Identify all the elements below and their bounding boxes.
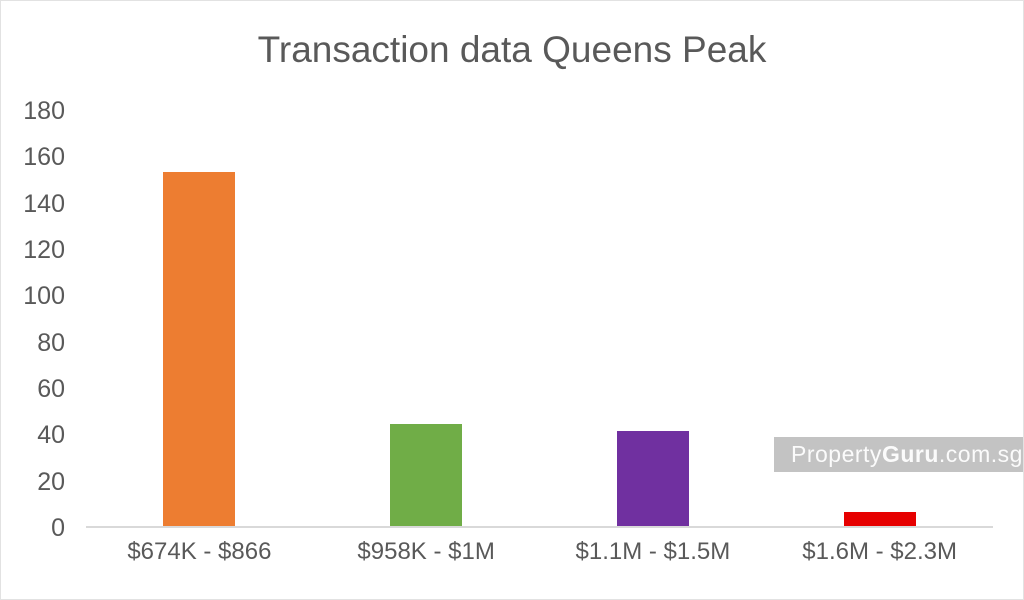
bar-4	[843, 512, 916, 526]
bar-2	[390, 424, 463, 526]
watermark: Property Guru .com.sg	[774, 437, 1023, 472]
bar-3	[616, 431, 689, 526]
watermark-text-guru: Guru	[881, 441, 939, 467]
y-tick-label-140: 140	[23, 189, 65, 218]
y-axis: 0 20 40 60 80 100 120 140 160 180	[1, 99, 65, 541]
x-axis: $674K - $866 $958K - $1M $1.1M - $1.5M $1.6…	[86, 537, 993, 567]
watermark-text-domain: .com.sg	[938, 441, 1023, 467]
x-category-label-1: $674K - $866	[127, 538, 272, 565]
y-tick-label-100: 100	[23, 282, 65, 311]
plot-area	[86, 111, 993, 528]
x-category-label-4: $1.6M - $2.3M	[802, 538, 957, 565]
y-tick-label-60: 60	[37, 375, 65, 403]
bar-1	[163, 171, 236, 526]
y-tick-label-120: 120	[23, 236, 65, 264]
watermark-text-property: Property	[791, 441, 882, 467]
x-category-label-3: $1.1M - $1.5M	[575, 538, 731, 565]
y-tick-label-80: 80	[37, 328, 65, 357]
y-tick-label-160: 160	[23, 143, 65, 172]
y-tick-label-180: 180	[23, 97, 65, 125]
y-tick-label-40: 40	[37, 421, 65, 450]
y-tick-label-20: 20	[37, 467, 65, 496]
x-category-label-2: $958K - $1M	[357, 538, 495, 565]
y-tick-label-0: 0	[51, 514, 65, 542]
chart-title: Transaction data Queens Peak	[257, 29, 767, 70]
